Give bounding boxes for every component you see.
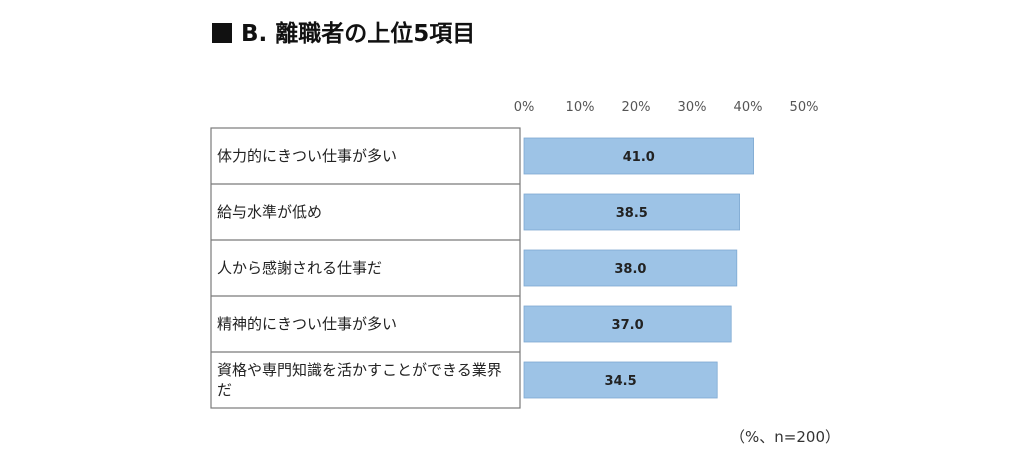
bar-value-label: 38.0 — [614, 262, 646, 277]
category-label: 給与水準が低め — [217, 203, 322, 221]
category-label: 精神的にきつい仕事が多い — [217, 315, 397, 333]
x-tick-label: 40% — [734, 100, 763, 115]
bar — [523, 361, 718, 399]
category-label-line: 人から感謝される仕事だ — [217, 259, 382, 277]
category-label-line: だ — [217, 381, 232, 399]
bar-value-label: 37.0 — [612, 318, 644, 333]
category-box-frame — [210, 127, 521, 409]
bar-value-label: 34.5 — [605, 374, 637, 389]
x-tick-label: 30% — [678, 100, 707, 115]
category-label: 人から感謝される仕事だ — [217, 259, 382, 277]
category-label: 資格や専門知識を活かすことができる業界だ — [217, 361, 502, 399]
x-tick-label: 0% — [514, 100, 535, 115]
category-label-line: 給与水準が低め — [217, 203, 322, 221]
bar — [523, 249, 738, 287]
bar-value-label: 41.0 — [623, 150, 655, 165]
category-label: 体力的にきつい仕事が多い — [217, 147, 397, 165]
bar — [523, 193, 741, 231]
category-label-line: 体力的にきつい仕事が多い — [217, 147, 397, 165]
x-tick-label: 10% — [566, 100, 595, 115]
category-label-line: 精神的にきつい仕事が多い — [217, 315, 397, 333]
bar — [523, 305, 732, 343]
chart-title-text: B. 離職者の上位5項目 — [241, 21, 476, 47]
bar-value-label: 38.5 — [616, 206, 648, 221]
chart-title: B. 離職者の上位5項目 — [212, 14, 475, 48]
sample-note: （%、n=200） — [730, 428, 840, 446]
x-tick-label: 20% — [622, 100, 651, 115]
bar — [523, 137, 755, 175]
category-label-line: 資格や専門知識を活かすことができる業界 — [217, 361, 502, 379]
square-bullet-icon — [212, 23, 232, 43]
x-tick-label: 50% — [790, 100, 819, 115]
